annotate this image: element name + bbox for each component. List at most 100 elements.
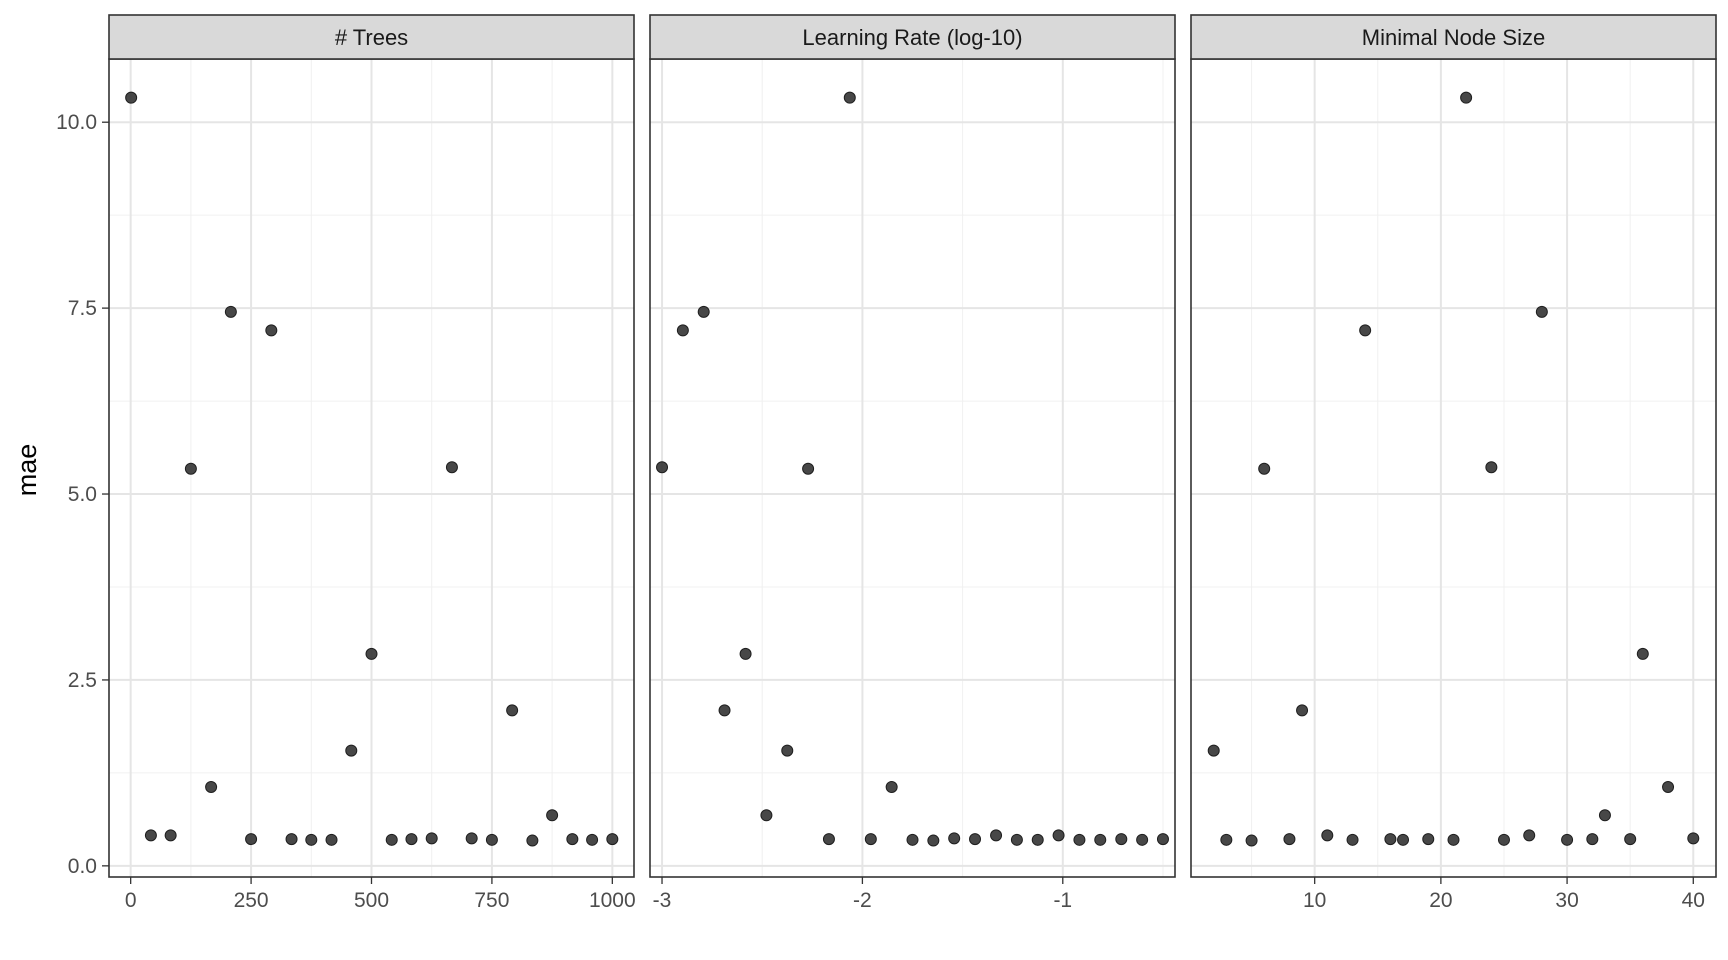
- data-point: [969, 833, 982, 846]
- data-point: [1485, 461, 1498, 474]
- data-point: [1447, 833, 1460, 846]
- data-point: [1207, 744, 1220, 757]
- x-tick-label: 500: [354, 889, 389, 912]
- data-point: [224, 305, 237, 318]
- data-point: [927, 834, 940, 847]
- data-points: [1207, 91, 1700, 847]
- data-point: [864, 833, 877, 846]
- data-point: [676, 324, 689, 337]
- data-point: [1346, 833, 1359, 846]
- data-point: [606, 833, 619, 846]
- data-point: [1662, 781, 1675, 794]
- data-point: [739, 647, 752, 660]
- data-point: [566, 833, 579, 846]
- data-point: [425, 832, 438, 845]
- data-point: [365, 647, 378, 660]
- y-axis: 0.0 2.5 5.0 7.5 10.0: [56, 111, 109, 878]
- panels-layer: 0.0 2.5 5.0 7.5 10.0 # Trees 0 250 500 750 1000 Lea…: [56, 14, 1717, 912]
- x-tick-label: -2: [853, 889, 872, 912]
- data-point: [506, 704, 519, 717]
- x-axis: -3 -2 -1: [653, 877, 1072, 912]
- data-point: [265, 324, 278, 337]
- data-point: [305, 833, 318, 846]
- data-point: [1384, 833, 1397, 846]
- facet-panel: Learning Rate (log-10) -3 -2 -1: [649, 14, 1176, 912]
- x-axis: 10 20 30 40: [1303, 877, 1705, 912]
- data-point: [1636, 647, 1649, 660]
- data-point: [1561, 833, 1574, 846]
- y-tick-label: 0.0: [68, 855, 97, 878]
- data-point: [325, 833, 338, 846]
- grid-lines: [1191, 59, 1716, 877]
- data-point: [1321, 829, 1334, 842]
- panel-background: [650, 59, 1175, 877]
- data-point: [1031, 833, 1044, 846]
- x-axis: 0 250 500 750 1000: [125, 877, 636, 912]
- data-point: [656, 461, 669, 474]
- y-tick-label: 7.5: [68, 297, 97, 320]
- data-point: [718, 704, 731, 717]
- facet-strip-label: # Trees: [335, 25, 408, 50]
- y-tick-label: 10.0: [56, 111, 97, 134]
- data-point: [164, 829, 177, 842]
- data-point: [526, 834, 539, 847]
- x-tick-label: 10: [1303, 889, 1326, 912]
- data-point: [1535, 305, 1548, 318]
- data-point: [485, 833, 498, 846]
- facet-panel: # Trees 0 250 500 750 1000: [108, 14, 636, 912]
- facet-strip: [108, 14, 635, 60]
- x-tick-label: 250: [234, 889, 269, 912]
- data-point: [781, 744, 794, 757]
- data-point: [144, 829, 157, 842]
- x-tick-label: 20: [1429, 889, 1452, 912]
- data-point: [245, 833, 258, 846]
- data-point: [1586, 833, 1599, 846]
- data-point: [1156, 833, 1169, 846]
- data-point: [445, 461, 458, 474]
- data-point: [1598, 809, 1611, 822]
- data-point: [1115, 833, 1128, 846]
- data-point: [1283, 833, 1296, 846]
- data-point: [822, 833, 835, 846]
- panel-background: [1191, 59, 1716, 877]
- facet-strip-label: Learning Rate (log-10): [802, 25, 1022, 50]
- data-point: [285, 833, 298, 846]
- data-point: [1397, 833, 1410, 846]
- facet-strip: [649, 14, 1176, 60]
- data-point: [1523, 829, 1536, 842]
- data-point: [1094, 833, 1107, 846]
- x-tick-label: 750: [474, 889, 509, 912]
- data-points: [656, 91, 1169, 847]
- data-point: [760, 809, 773, 822]
- data-point: [546, 809, 559, 822]
- data-point: [1220, 833, 1233, 846]
- data-point: [205, 781, 218, 794]
- x-tick-label: 30: [1555, 889, 1578, 912]
- data-point: [1073, 833, 1086, 846]
- data-point: [465, 832, 478, 845]
- data-point: [405, 833, 418, 846]
- facet-panel: Minimal Node Size 10 20 30 40: [1190, 14, 1717, 912]
- grid-lines: [650, 59, 1175, 877]
- y-tick-label: 2.5: [68, 669, 97, 692]
- data-point: [1624, 833, 1637, 846]
- x-tick-label: 0: [125, 889, 137, 912]
- x-tick-label: -1: [1053, 889, 1072, 912]
- x-tick-label: 40: [1682, 889, 1705, 912]
- data-points: [125, 91, 619, 847]
- data-point: [1052, 829, 1065, 842]
- data-point: [948, 832, 961, 845]
- data-point: [906, 833, 919, 846]
- data-point: [990, 829, 1003, 842]
- data-point: [1497, 833, 1510, 846]
- data-point: [1136, 833, 1149, 846]
- y-tick-label: 5.0: [68, 483, 97, 506]
- data-point: [385, 833, 398, 846]
- x-tick-label: 1000: [589, 889, 636, 912]
- facet-strip: [1190, 14, 1717, 60]
- data-point: [1010, 833, 1023, 846]
- data-point: [125, 91, 138, 104]
- facet-strip-label: Minimal Node Size: [1362, 25, 1545, 50]
- data-point: [184, 462, 197, 475]
